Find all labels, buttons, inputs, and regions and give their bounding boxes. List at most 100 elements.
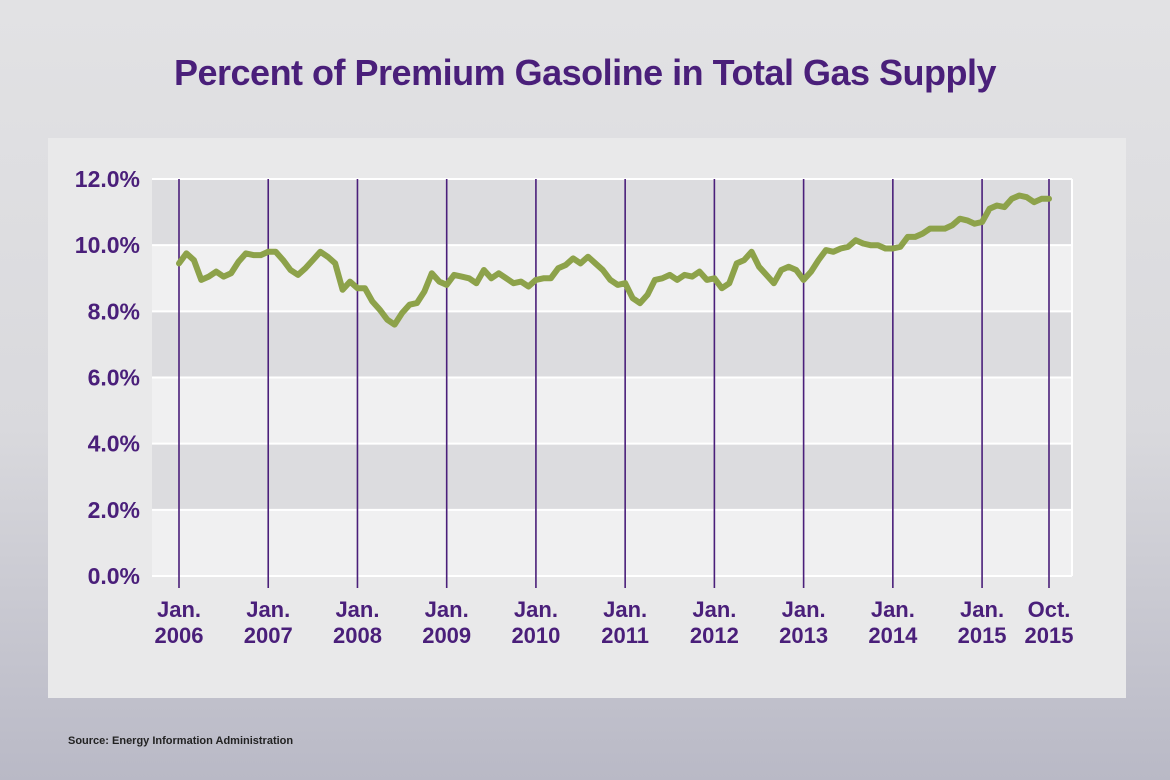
data-point xyxy=(659,275,665,281)
data-point xyxy=(243,250,249,257)
data-point xyxy=(682,272,688,278)
line-chart: 0.0%2.0%4.0%6.0%8.0%10.0%12.0% Jan. 2006J… xyxy=(75,166,1074,648)
x-tick-month: Jan. xyxy=(246,597,290,622)
x-tick-label: Jan. 2011 xyxy=(601,597,649,648)
data-point xyxy=(905,234,911,240)
x-tick-month: Jan. xyxy=(514,597,558,622)
data-point xyxy=(302,265,309,271)
data-point xyxy=(332,260,338,266)
data-point xyxy=(860,240,866,247)
data-point xyxy=(801,277,807,283)
data-point xyxy=(518,278,524,285)
data-point xyxy=(994,202,1000,209)
plot-band xyxy=(152,179,1072,246)
data-point xyxy=(206,273,212,280)
y-tick-label: 8.0% xyxy=(88,298,140,324)
x-tick-year: 2010 xyxy=(511,623,560,648)
x-tick-month: Jan. xyxy=(603,597,647,622)
data-point xyxy=(830,249,836,255)
data-point xyxy=(979,219,985,225)
data-point xyxy=(369,298,375,305)
data-point xyxy=(711,275,717,281)
y-tick-label: 0.0% xyxy=(88,563,140,589)
data-point xyxy=(540,275,546,281)
data-point xyxy=(436,278,442,285)
data-point xyxy=(1046,196,1052,202)
data-point xyxy=(763,272,770,278)
data-point xyxy=(429,270,435,276)
data-point xyxy=(325,254,331,260)
data-point xyxy=(295,272,301,278)
data-point xyxy=(875,242,881,248)
data-point xyxy=(377,307,383,313)
data-point xyxy=(756,264,762,270)
x-tick-label: Jan. 2010 xyxy=(511,597,560,648)
x-tick-month: Jan. xyxy=(335,597,379,622)
data-point xyxy=(577,260,584,266)
data-point xyxy=(458,273,465,280)
plot-band xyxy=(152,509,1072,576)
source-note: Source: Energy Information Administratio… xyxy=(68,735,294,747)
plot-band xyxy=(152,377,1072,444)
x-tick-label: Jan. 2008 xyxy=(333,597,382,648)
x-tick-month: Jan. xyxy=(157,597,201,622)
data-point xyxy=(451,272,457,278)
data-point xyxy=(607,277,613,283)
data-point xyxy=(771,280,777,286)
x-tick-month: Jan. xyxy=(960,597,1004,622)
data-point xyxy=(823,247,829,253)
data-point xyxy=(600,267,606,273)
x-tick-month: Jan. xyxy=(871,597,915,622)
data-point xyxy=(726,280,732,286)
x-tick-month: Jan. xyxy=(692,597,736,622)
data-point xyxy=(392,321,398,328)
data-point xyxy=(808,269,814,275)
data-point xyxy=(310,257,316,263)
data-point xyxy=(815,257,822,263)
x-tick-month: Oct. xyxy=(1028,597,1071,622)
data-point xyxy=(704,277,710,283)
plot-band xyxy=(152,443,1072,510)
data-point xyxy=(339,287,346,293)
data-point xyxy=(511,280,517,286)
data-point xyxy=(882,245,889,252)
data-point xyxy=(942,226,948,232)
data-point xyxy=(919,230,926,237)
data-point xyxy=(555,265,561,271)
data-point xyxy=(280,257,286,263)
data-point xyxy=(949,222,955,228)
data-point xyxy=(637,300,643,306)
x-tick-label: Jan. 2009 xyxy=(422,597,471,648)
data-point xyxy=(496,270,502,276)
x-tick-label: Jan. 2015 xyxy=(958,597,1007,648)
data-point xyxy=(473,280,480,286)
data-point xyxy=(622,280,628,286)
data-point xyxy=(1031,199,1037,205)
x-tick-year: 2008 xyxy=(333,623,382,648)
data-point xyxy=(778,267,784,273)
data-point xyxy=(1016,192,1022,199)
data-point xyxy=(867,242,874,248)
x-tick-year: 2013 xyxy=(779,623,828,648)
x-tick-year: 2009 xyxy=(422,623,471,648)
data-point xyxy=(667,272,673,278)
data-point xyxy=(176,260,182,266)
data-point xyxy=(548,275,554,281)
data-point xyxy=(853,237,859,243)
data-point xyxy=(912,234,918,240)
data-point xyxy=(421,288,427,295)
y-tick-label: 10.0% xyxy=(75,232,140,258)
data-point xyxy=(273,249,279,255)
data-point xyxy=(250,252,256,258)
data-point xyxy=(503,275,509,281)
data-point xyxy=(585,254,591,260)
x-tick-month: Jan. xyxy=(782,597,826,622)
data-point xyxy=(1001,204,1007,210)
chart-title: Percent of Premium Gasoline in Total Gas… xyxy=(173,52,997,93)
chart-panel: 0.0% 2.0% 4.0% 6.0% 8.0% 10.0% 12.0% Jan. 2006 J… xyxy=(48,138,1126,698)
data-point xyxy=(444,282,450,288)
data-point xyxy=(466,275,472,281)
data-point xyxy=(793,267,799,273)
data-point xyxy=(615,282,621,288)
x-tick-month: Jan. xyxy=(425,597,469,622)
